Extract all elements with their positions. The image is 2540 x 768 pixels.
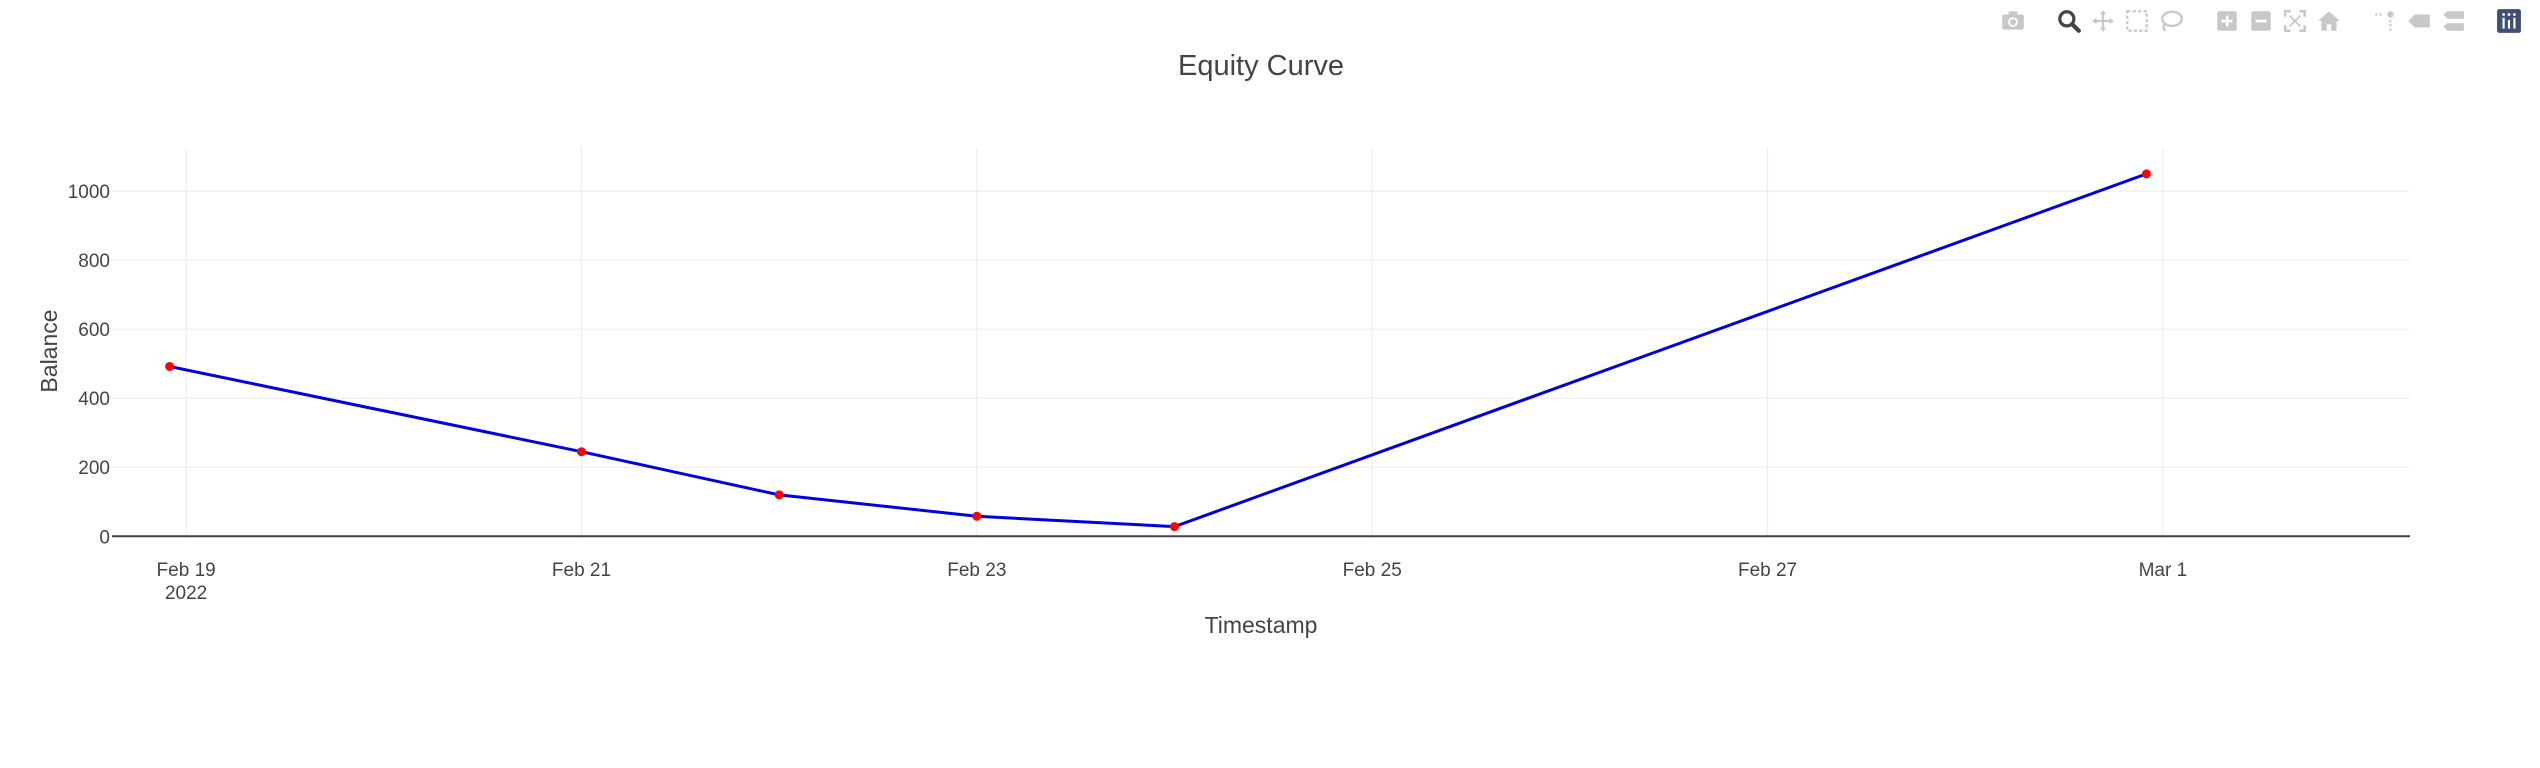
zoom-button[interactable] [2052, 6, 2086, 36]
autoscale-icon [2283, 9, 2307, 33]
y-tick-labels: 0 200 400 600 800 1000 [68, 182, 110, 548]
hover-closest-icon [2408, 14, 2430, 28]
series-markers [165, 169, 2151, 532]
y-tick-label: 800 [78, 251, 110, 272]
plotly-logo-icon [2497, 9, 2521, 33]
data-point[interactable] [165, 361, 175, 371]
y-axis-title: Balance [36, 309, 62, 392]
hover-compare-icon [2443, 11, 2464, 31]
spike-lines-icon [2375, 11, 2394, 31]
series-line [169, 172, 2147, 529]
lasso-select-icon [2161, 10, 2184, 32]
x-tick-label: Feb 27 [1738, 560, 1797, 581]
zoom-out-button[interactable] [2244, 6, 2278, 36]
y-tick-label: 200 [78, 458, 110, 479]
pan-icon [2092, 10, 2114, 32]
reset-axes-icon [2318, 11, 2340, 31]
x-tick-label: Feb 19 [157, 560, 216, 581]
data-point[interactable] [2141, 169, 2151, 179]
data-point[interactable] [972, 511, 982, 521]
x-axis-title: Timestamp [1205, 612, 1318, 638]
x-tick-label: Feb 25 [1343, 560, 1402, 581]
y-tick-label: 0 [99, 527, 110, 548]
plotly-logo-button[interactable] [2492, 6, 2526, 36]
zoom-out-icon [2251, 11, 2271, 31]
autoscale-button[interactable] [2278, 6, 2312, 36]
y-tick-label: 400 [78, 389, 110, 410]
box-select-icon [2126, 10, 2148, 32]
box-select-button[interactable] [2120, 6, 2154, 36]
zoom-in-icon [2217, 11, 2237, 31]
y-tick-label: 600 [78, 320, 110, 341]
camera-button[interactable] [1996, 6, 2030, 36]
gridlines [112, 148, 2410, 538]
x-tick-label: Feb 21 [552, 560, 611, 581]
zoom-icon [2058, 10, 2081, 33]
modebar [1996, 6, 2526, 36]
x-tick-label: Mar 1 [2139, 560, 2188, 581]
data-point[interactable] [576, 447, 586, 457]
pan-button[interactable] [2086, 6, 2120, 36]
zoom-in-button[interactable] [2210, 6, 2244, 36]
data-point[interactable] [774, 490, 784, 500]
reset-axes-button[interactable] [2312, 6, 2346, 36]
y-tick-label: 1000 [68, 182, 110, 203]
chart-title: Equity Curve [1178, 50, 1344, 82]
data-point[interactable] [1170, 522, 1180, 532]
hover-closest-button[interactable] [2402, 6, 2436, 36]
x-tick-sublabel: 2022 [165, 583, 207, 604]
x-tick-label: Feb 23 [947, 560, 1006, 581]
spike-lines-button[interactable] [2368, 6, 2402, 36]
lasso-select-button[interactable] [2154, 6, 2188, 36]
hover-compare-button[interactable] [2436, 6, 2470, 36]
camera-icon [2002, 11, 2024, 30]
